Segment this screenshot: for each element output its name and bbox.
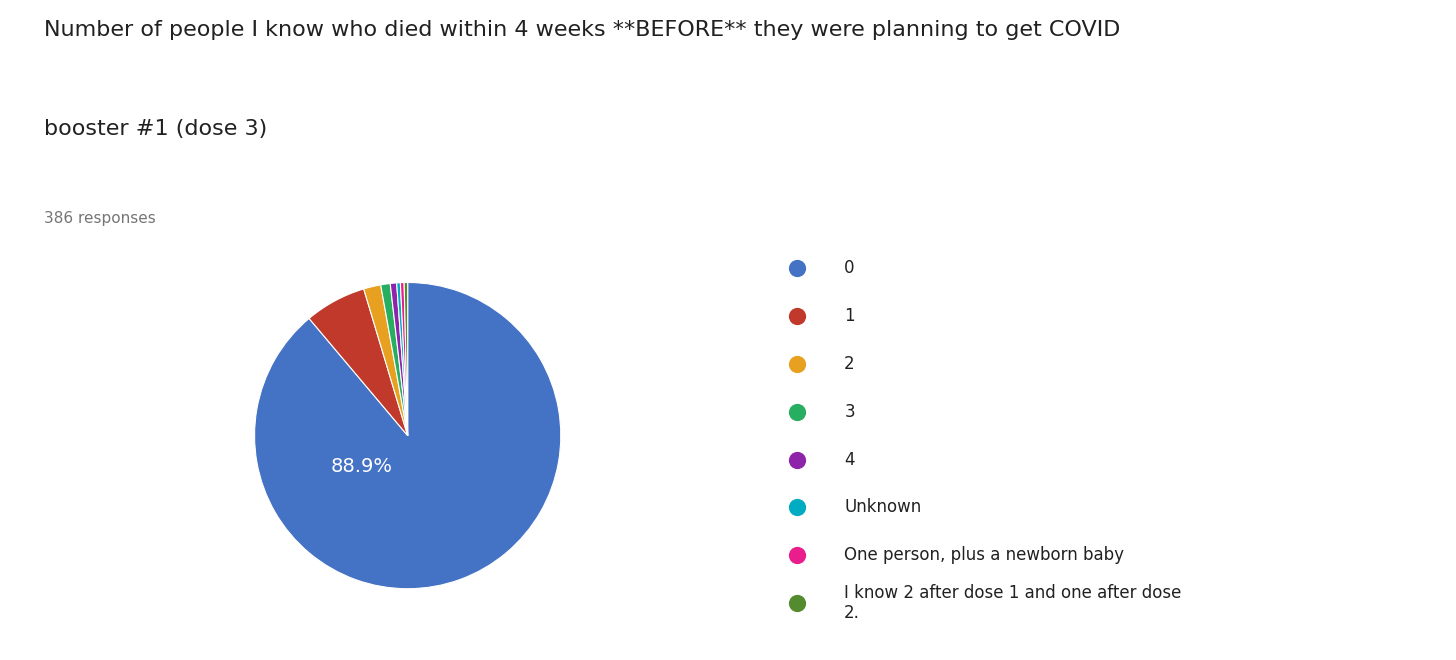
Point xyxy=(786,311,810,321)
Wedge shape xyxy=(400,282,408,436)
Point xyxy=(786,358,810,369)
Point xyxy=(786,263,810,273)
Text: booster #1 (dose 3): booster #1 (dose 3) xyxy=(44,119,266,139)
Point xyxy=(786,598,810,609)
Text: One person, plus a newborn baby: One person, plus a newborn baby xyxy=(844,546,1124,564)
Wedge shape xyxy=(380,284,408,436)
Wedge shape xyxy=(396,282,408,436)
Text: 2: 2 xyxy=(844,355,855,373)
Wedge shape xyxy=(364,285,408,436)
Text: 3: 3 xyxy=(844,403,855,420)
Point xyxy=(786,550,810,560)
Text: 386 responses: 386 responses xyxy=(44,211,156,226)
Wedge shape xyxy=(390,283,408,436)
Wedge shape xyxy=(309,289,408,436)
Text: 1: 1 xyxy=(844,307,855,325)
Text: 0: 0 xyxy=(844,259,855,277)
Text: I know 2 after dose 1 and one after dose
2.: I know 2 after dose 1 and one after dose… xyxy=(844,583,1182,622)
Point xyxy=(786,502,810,513)
Point xyxy=(786,407,810,417)
Text: 88.9%: 88.9% xyxy=(331,457,393,476)
Wedge shape xyxy=(405,282,408,436)
Text: 4: 4 xyxy=(844,451,855,469)
Wedge shape xyxy=(255,282,561,589)
Text: Unknown: Unknown xyxy=(844,498,922,516)
Text: Number of people I know who died within 4 weeks **BEFORE** they were planning to: Number of people I know who died within … xyxy=(44,20,1120,40)
Point xyxy=(786,454,810,465)
